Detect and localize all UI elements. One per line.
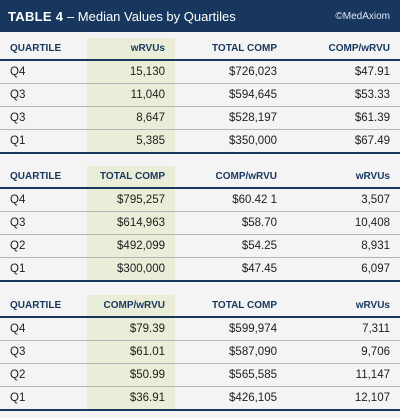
table-cell: 11,147 — [287, 363, 400, 387]
table-header-row: QUARTILE TOTAL COMP COMP/wRVU wRVUs — [0, 166, 400, 189]
table-row: Q3 $61.01 $587,090 9,706 — [0, 340, 400, 364]
table-cell: $58.70 — [175, 211, 287, 235]
table-row: Q4 $795,257 $60.42 1 3,507 — [0, 188, 400, 212]
table-cell: $50.99 — [87, 363, 175, 387]
column-header: TOTAL COMP — [175, 38, 287, 61]
table-cell: $300,000 — [87, 257, 175, 282]
table-cell: $426,105 — [175, 386, 287, 411]
table-header-row: QUARTILE COMP/wRVU TOTAL COMP wRVUs — [0, 295, 400, 318]
table-cell: 9,706 — [287, 340, 400, 364]
column-header: TOTAL COMP — [175, 295, 287, 318]
table-title: – Median Values by Quartiles — [66, 8, 236, 24]
table-cell: $60.42 1 — [175, 188, 287, 212]
table-cell: Q1 — [0, 129, 87, 154]
table-cell: Q3 — [0, 83, 87, 107]
column-header: QUARTILE — [0, 166, 87, 189]
table-cell: $47.45 — [175, 257, 287, 282]
table-cell: Q1 — [0, 386, 87, 411]
table-cell: $594,645 — [175, 83, 287, 107]
table-cell: Q2 — [0, 363, 87, 387]
table-cell: 8,931 — [287, 234, 400, 258]
column-header: wRVUs — [287, 166, 400, 189]
table-cell: $492,099 — [87, 234, 175, 258]
table-cell: 6,097 — [287, 257, 400, 282]
table-cell: $54.25 — [175, 234, 287, 258]
table-cell: $528,197 — [175, 106, 287, 130]
table-cell: $67.49 — [287, 129, 400, 154]
table-cell: 7,311 — [287, 317, 400, 341]
table-cell: $61.01 — [87, 340, 175, 364]
table-cell: 8,647 — [87, 106, 175, 130]
table-cell: $79.39 — [87, 317, 175, 341]
quartile-table-3: QUARTILE COMP/wRVU TOTAL COMP wRVUs Q4 $… — [0, 295, 400, 411]
table-header-row: QUARTILE wRVUs TOTAL COMP COMP/wRVU — [0, 38, 400, 61]
table-cell: 10,408 — [287, 211, 400, 235]
table-row: Q3 8,647 $528,197 $61.39 — [0, 106, 400, 130]
table-cell: $53.33 — [287, 83, 400, 107]
column-header: QUARTILE — [0, 295, 87, 318]
copyright-brand: ©MedAxiom — [335, 10, 390, 22]
table-cell: $599,974 — [175, 317, 287, 341]
column-header: wRVUs — [287, 295, 400, 318]
table-cell: $565,585 — [175, 363, 287, 387]
table-cell: $350,000 — [175, 129, 287, 154]
table-cell: Q1 — [0, 257, 87, 282]
table-row: Q2 $492,099 $54.25 8,931 — [0, 234, 400, 258]
column-header: QUARTILE — [0, 38, 87, 61]
table-cell: 3,507 — [287, 188, 400, 212]
table-cell: 11,040 — [87, 83, 175, 107]
table-cell: $587,090 — [175, 340, 287, 364]
table-row: Q3 11,040 $594,645 $53.33 — [0, 83, 400, 107]
table-number: TABLE 4 — [8, 8, 64, 24]
table-row: Q1 5,385 $350,000 $67.49 — [0, 129, 400, 154]
column-header: wRVUs — [87, 38, 175, 61]
table-cell: Q4 — [0, 60, 87, 84]
table-cell: $47.91 — [287, 60, 400, 84]
column-header: COMP/wRVU — [87, 295, 175, 318]
table-cell: $614,963 — [87, 211, 175, 235]
table-cell: Q3 — [0, 106, 87, 130]
table-cell: $726,023 — [175, 60, 287, 84]
table-row: Q4 15,130 $726,023 $47.91 — [0, 60, 400, 84]
table-cell: $36.91 — [87, 386, 175, 411]
quartile-table-1: QUARTILE wRVUs TOTAL COMP COMP/wRVU Q4 1… — [0, 38, 400, 154]
table-row: Q1 $300,000 $47.45 6,097 — [0, 257, 400, 282]
table-cell: $795,257 — [87, 188, 175, 212]
table-row: Q3 $614,963 $58.70 10,408 — [0, 211, 400, 235]
figure-title: TABLE 4 – Median Values by Quartiles — [8, 9, 236, 24]
table-cell: Q4 — [0, 317, 87, 341]
quartile-table-2: QUARTILE TOTAL COMP COMP/wRVU wRVUs Q4 $… — [0, 166, 400, 282]
table-cell: Q3 — [0, 340, 87, 364]
table-cell: $61.39 — [287, 106, 400, 130]
column-header: TOTAL COMP — [87, 166, 175, 189]
figure-header: TABLE 4 – Median Values by Quartiles ©Me… — [0, 0, 400, 32]
table-cell: Q3 — [0, 211, 87, 235]
table-row: Q4 $79.39 $599,974 7,311 — [0, 317, 400, 341]
table-cell: Q4 — [0, 188, 87, 212]
column-header: COMP/wRVU — [175, 166, 287, 189]
column-header: COMP/wRVU — [287, 38, 400, 61]
table-row: Q2 $50.99 $565,585 11,147 — [0, 363, 400, 387]
table-row: Q1 $36.91 $426,105 12,107 — [0, 386, 400, 411]
table-cell: 15,130 — [87, 60, 175, 84]
table-cell: 12,107 — [287, 386, 400, 411]
table-cell: Q2 — [0, 234, 87, 258]
table-cell: 5,385 — [87, 129, 175, 154]
